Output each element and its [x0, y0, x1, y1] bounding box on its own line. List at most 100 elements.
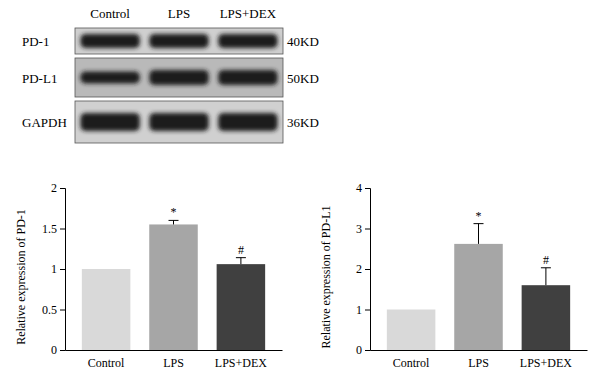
y-tick-label: 0: [356, 343, 362, 357]
y-axis: 0 0.5 1 1.5 2: [42, 181, 66, 357]
bar: [454, 244, 503, 350]
bar: [387, 310, 436, 351]
x-tick-label: LPS: [468, 356, 489, 370]
y-tick-label: 0.5: [42, 303, 57, 317]
blot-strip: [75, 58, 283, 97]
y-tick: 0: [356, 343, 370, 357]
blot-row-label: GAPDH: [22, 115, 67, 130]
y-tick-mark: [365, 269, 370, 270]
y-axis-title: Relative expression of PD-1: [14, 209, 28, 345]
y-tick-label: 4: [356, 181, 362, 195]
x-tick: LPS+DEX: [215, 350, 267, 370]
y-axis: 0 1 2 3 4: [356, 181, 371, 357]
error-bar: [474, 224, 484, 244]
y-tick-label: 1.5: [42, 222, 57, 236]
y-tick-mark: [365, 229, 370, 230]
blot-band: [80, 34, 139, 48]
blot-band: [80, 72, 139, 84]
y-tick: 2: [356, 262, 370, 276]
y-axis-line: [60, 189, 66, 351]
y-axis-title: Relative expression of PD-L1: [319, 206, 333, 349]
y-tick: 3: [356, 222, 370, 236]
blot-size-label: 36KD: [287, 115, 319, 130]
y-tick: 1.5: [42, 222, 65, 236]
error-bar: [236, 258, 246, 264]
blot-band: [149, 70, 208, 85]
error-bar-stem: [478, 224, 479, 244]
y-tick: 4: [356, 181, 370, 195]
x-tick-label: LPS+DEX: [215, 356, 267, 370]
error-bar-cap: [541, 267, 551, 268]
y-tick: 1: [51, 262, 65, 276]
y-tick: 1: [356, 303, 370, 317]
x-tick: Control: [88, 350, 125, 370]
blot-column-label: LPS+DEX: [220, 6, 277, 21]
x-axis-line: [66, 350, 283, 351]
x-axis-line: [371, 350, 588, 351]
error-bar-stem: [173, 220, 174, 224]
plot-area: [82, 220, 265, 350]
error-bar-cap: [474, 223, 484, 224]
significance-label: *: [476, 209, 482, 223]
y-tick-mark: [60, 229, 65, 230]
blot-band: [218, 113, 277, 131]
blot-band: [218, 70, 277, 85]
y-axis-line: [365, 189, 371, 351]
x-tick: LPS+DEX: [520, 350, 572, 370]
error-bar-stem: [545, 268, 546, 285]
y-tick-mark: [60, 188, 65, 189]
plot-area: [387, 224, 570, 350]
blot-size-label: 50KD: [287, 71, 319, 86]
x-tick-label: LPS: [163, 356, 184, 370]
y-tick-mark: [365, 350, 370, 351]
blot-band: [149, 34, 208, 48]
x-tick: Control: [393, 350, 430, 370]
y-tick-mark: [365, 188, 370, 189]
bar: [522, 285, 571, 350]
x-tick: LPS: [468, 350, 489, 370]
y-tick-mark: [60, 310, 65, 311]
blot-band: [80, 113, 139, 131]
blot-column-label: LPS: [168, 6, 190, 21]
y-tick: 2: [51, 181, 65, 195]
blot-band: [149, 113, 208, 131]
y-tick: 0: [51, 343, 65, 357]
x-tick: LPS: [163, 350, 184, 370]
x-tick-label: Control: [393, 356, 430, 370]
x-axis: Control LPS LPS+DEX: [371, 350, 588, 370]
significance-label: #: [238, 243, 244, 257]
y-tick-label: 2: [356, 262, 362, 276]
error-bar-cap: [169, 220, 179, 221]
bar-chart: * #0 1 2 3 4 Control LPS LPS+DEX Relative express…: [319, 181, 588, 369]
y-tick: 0.5: [42, 303, 65, 317]
blot-strip: [75, 28, 283, 54]
blot-band: [218, 34, 277, 48]
x-axis: Control LPS LPS+DEX: [66, 350, 283, 370]
y-tick-label: 3: [356, 222, 362, 236]
y-tick-label: 1: [356, 303, 362, 317]
y-tick-mark: [60, 269, 65, 270]
western-blot: Control LPS LPS+DEX PD-1 40KD PD-L1 50KD GAPDH 3…: [22, 6, 319, 143]
error-bar-cap: [236, 257, 246, 258]
y-tick-label: 1: [51, 262, 57, 276]
blot-size-label: 40KD: [287, 34, 319, 49]
error-bar-stem: [240, 258, 241, 264]
figure: Control LPS LPS+DEX PD-1 40KD PD-L1 50KD GAPDH 3…: [0, 0, 600, 387]
x-tick-label: Control: [88, 356, 125, 370]
bar: [149, 224, 198, 350]
blot-strip: [75, 101, 283, 143]
bar: [82, 269, 131, 350]
blot-column-label: Control: [90, 6, 130, 21]
bar: [217, 264, 266, 350]
y-tick-label: 2: [51, 181, 57, 195]
y-tick-label: 0: [51, 343, 57, 357]
y-tick-mark: [365, 310, 370, 311]
error-bar: [541, 268, 551, 285]
x-tick-label: LPS+DEX: [520, 356, 572, 370]
blot-row-label: PD-1: [22, 34, 49, 49]
blot-row-label: PD-L1: [22, 71, 57, 86]
y-tick-mark: [60, 350, 65, 351]
error-bar: [169, 220, 179, 224]
significance-label: #: [543, 253, 549, 267]
significance-label: *: [171, 205, 177, 219]
